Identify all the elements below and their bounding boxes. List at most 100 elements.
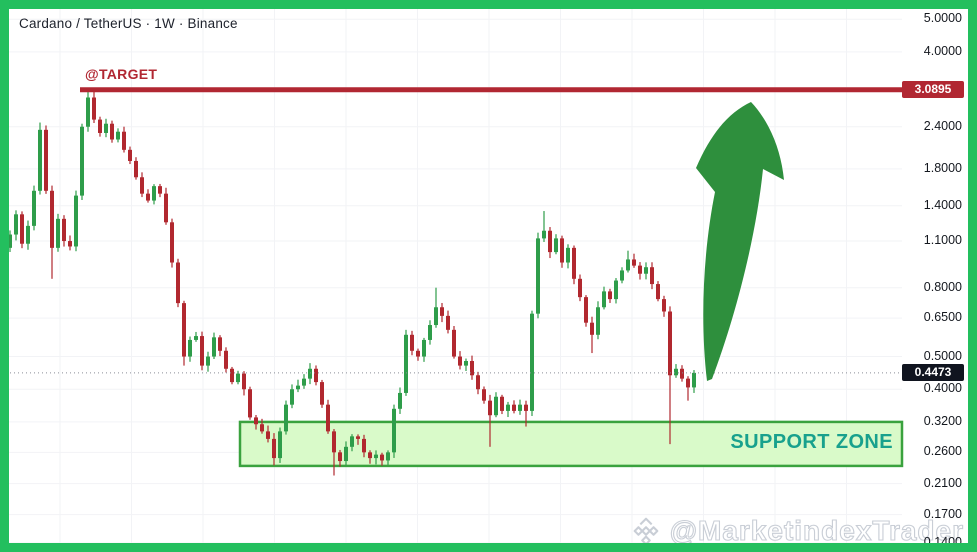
candle-body: [188, 339, 192, 357]
price-axis-label: 1.1000: [923, 233, 962, 248]
candle-body: [20, 214, 24, 244]
candle-body: [338, 452, 342, 462]
candle-body: [530, 313, 534, 411]
candle-body: [212, 337, 216, 357]
support-zone-label[interactable]: SUPPORT ZONE: [730, 431, 893, 453]
candle-body: [674, 368, 678, 376]
price-axis-label: 0.8000: [923, 279, 962, 294]
candle-body: [272, 438, 276, 459]
candle-body: [500, 396, 504, 411]
candle-body: [470, 361, 474, 376]
candle-body: [644, 267, 648, 274]
candle-body: [554, 238, 558, 253]
candle-body: [620, 270, 624, 281]
candle-body: [566, 247, 570, 263]
candle-body: [584, 297, 588, 323]
candle-body: [488, 400, 492, 416]
candle-body: [524, 404, 528, 411]
bullish-up-arrow[interactable]: [696, 102, 784, 381]
price-axis-label: 0.1400: [923, 535, 962, 543]
candle-body: [614, 280, 618, 300]
candle-body: [410, 334, 414, 351]
price-axis-label: 4.0000: [923, 43, 962, 58]
price-axis-label: 0.3200: [923, 413, 962, 428]
candle-body: [422, 339, 426, 357]
candle-body: [590, 322, 594, 335]
candle-body: [662, 299, 666, 312]
candle-body: [176, 262, 180, 304]
candle-body: [230, 368, 234, 383]
price-axis-label: 0.2100: [923, 475, 962, 490]
candle-body: [368, 452, 372, 459]
candle-body: [68, 241, 72, 247]
candle-body: [428, 325, 432, 340]
candle-body: [476, 375, 480, 390]
price-axis-label: 0.5000: [923, 348, 962, 363]
candle-body: [668, 311, 672, 376]
candle-body: [560, 238, 564, 263]
candle-body: [98, 119, 102, 133]
candle-body: [218, 337, 222, 351]
candle-body: [290, 389, 294, 405]
watermark-text: @MarketindexTrader: [669, 514, 964, 543]
candle-body: [602, 291, 606, 308]
candle-body: [278, 431, 282, 459]
candle-body: [518, 404, 522, 411]
candle-body: [608, 291, 612, 300]
candle-body: [128, 149, 132, 161]
price-axis-label: 0.6500: [923, 310, 962, 325]
candle-body: [632, 259, 636, 266]
candle-body: [152, 186, 156, 201]
price-axis[interactable]: 5.0000 4.0000 2.4000 1.8000 1.4000 1.1000 0.80…: [9, 9, 968, 543]
candle-body: [578, 278, 582, 298]
candle-body: [374, 454, 378, 459]
candle-body: [182, 303, 186, 357]
candle-body: [440, 307, 444, 316]
candle-body: [206, 356, 210, 366]
chart-pane[interactable]: @MarketindexTrader 5.0000 4.0000 2.4000 1.8…: [9, 9, 968, 543]
candle-body: [248, 389, 252, 418]
candle-body: [506, 404, 510, 411]
price-axis-label: 0.4000: [923, 381, 962, 396]
candle-body: [356, 436, 360, 439]
candle-body: [416, 350, 420, 357]
candle-body: [314, 368, 318, 383]
candle-body: [572, 247, 576, 279]
candle-body: [26, 225, 30, 244]
price-axis-label: 2.4000: [923, 118, 962, 133]
candle-body: [146, 193, 150, 201]
symbol-title[interactable]: Cardano / TetherUS · 1W · Binance: [19, 16, 238, 31]
candle-body: [626, 259, 630, 271]
candle-body: [458, 356, 462, 366]
candle-body: [260, 424, 264, 432]
candle-body: [404, 334, 408, 393]
candle-body: [380, 454, 384, 461]
candle-body: [254, 417, 258, 425]
candle-body: [284, 404, 288, 432]
candle-body: [194, 336, 198, 340]
candle-body: [344, 446, 348, 462]
candlesticks: [9, 89, 696, 476]
candle-body: [266, 431, 270, 439]
candle-body: [536, 238, 540, 314]
price-axis-label: 1.4000: [923, 197, 962, 212]
watermark: @MarketindexTrader: [629, 514, 964, 543]
candle-body: [9, 234, 12, 248]
candle-body: [170, 222, 174, 263]
target-annotation-label[interactable]: @TARGET: [85, 66, 158, 82]
candle-body: [104, 123, 108, 133]
candle-body: [680, 368, 684, 379]
candle-body: [494, 396, 498, 416]
candle-body: [434, 307, 438, 326]
candle-body: [110, 123, 114, 140]
candle-body: [224, 350, 228, 369]
price-axis-label: 0.2600: [923, 444, 962, 459]
candle-body: [452, 329, 456, 357]
candle-body: [362, 438, 366, 453]
candle-body: [236, 373, 240, 383]
candle-body: [56, 218, 60, 248]
target-price-tag: 3.0895: [902, 81, 964, 99]
candle-body: [548, 230, 552, 253]
candle-body: [50, 190, 54, 248]
